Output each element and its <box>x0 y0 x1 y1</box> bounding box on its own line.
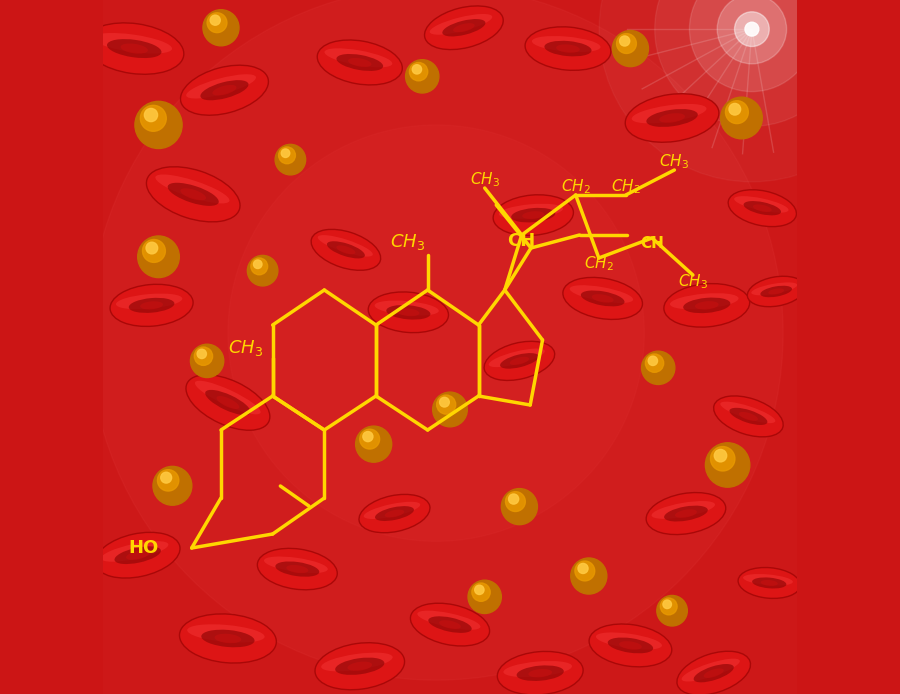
Ellipse shape <box>592 294 614 303</box>
Text: $CH_3$: $CH_3$ <box>660 152 689 171</box>
Ellipse shape <box>181 65 268 115</box>
Ellipse shape <box>704 668 724 678</box>
Ellipse shape <box>359 494 430 533</box>
Circle shape <box>654 0 849 126</box>
Ellipse shape <box>186 74 256 99</box>
Circle shape <box>406 60 439 93</box>
Ellipse shape <box>544 41 591 56</box>
Circle shape <box>745 22 759 36</box>
Circle shape <box>254 260 262 269</box>
Circle shape <box>158 470 179 491</box>
Ellipse shape <box>315 643 405 690</box>
Ellipse shape <box>212 85 237 96</box>
Circle shape <box>725 101 749 124</box>
Circle shape <box>360 429 380 449</box>
Ellipse shape <box>147 167 240 222</box>
Ellipse shape <box>498 652 583 694</box>
Text: HO: HO <box>129 539 158 557</box>
Ellipse shape <box>499 204 563 219</box>
Ellipse shape <box>311 230 381 270</box>
Ellipse shape <box>317 40 402 85</box>
Ellipse shape <box>525 27 611 70</box>
Ellipse shape <box>418 611 481 630</box>
Ellipse shape <box>743 574 793 586</box>
Ellipse shape <box>694 664 733 682</box>
Circle shape <box>135 101 182 149</box>
Ellipse shape <box>205 390 250 415</box>
Ellipse shape <box>489 348 544 367</box>
Circle shape <box>363 432 373 441</box>
Ellipse shape <box>410 603 490 646</box>
Circle shape <box>472 583 491 601</box>
Ellipse shape <box>85 23 184 74</box>
Ellipse shape <box>453 23 474 33</box>
Circle shape <box>578 564 588 573</box>
Ellipse shape <box>619 641 642 650</box>
Ellipse shape <box>670 293 739 310</box>
Ellipse shape <box>500 353 539 369</box>
Circle shape <box>710 446 735 471</box>
Ellipse shape <box>217 396 239 409</box>
Ellipse shape <box>677 651 751 694</box>
Circle shape <box>645 354 663 372</box>
Circle shape <box>356 426 392 462</box>
Circle shape <box>410 62 427 81</box>
Circle shape <box>663 600 671 609</box>
Ellipse shape <box>439 620 461 629</box>
Ellipse shape <box>608 638 653 653</box>
Circle shape <box>717 0 787 64</box>
Ellipse shape <box>348 58 372 67</box>
Ellipse shape <box>556 44 580 53</box>
Circle shape <box>648 356 658 366</box>
Circle shape <box>279 147 295 164</box>
Ellipse shape <box>484 341 554 380</box>
Ellipse shape <box>179 614 276 663</box>
Circle shape <box>571 558 607 594</box>
Ellipse shape <box>747 276 805 307</box>
Ellipse shape <box>652 501 715 519</box>
Ellipse shape <box>337 246 356 254</box>
Text: $CH_3$: $CH_3$ <box>390 232 425 252</box>
Ellipse shape <box>429 14 492 35</box>
Circle shape <box>436 395 455 414</box>
Circle shape <box>721 97 762 139</box>
Ellipse shape <box>116 294 183 310</box>
Text: $CH_2$: $CH_2$ <box>561 178 590 196</box>
Circle shape <box>612 31 649 67</box>
Ellipse shape <box>695 301 718 310</box>
Ellipse shape <box>728 189 796 227</box>
Ellipse shape <box>114 546 161 564</box>
Circle shape <box>506 491 526 511</box>
Ellipse shape <box>140 301 163 310</box>
Ellipse shape <box>121 44 148 53</box>
Text: CH: CH <box>640 236 664 251</box>
Ellipse shape <box>167 183 219 206</box>
Ellipse shape <box>493 195 573 235</box>
Ellipse shape <box>428 616 472 633</box>
Ellipse shape <box>570 285 633 303</box>
Ellipse shape <box>180 188 206 201</box>
Circle shape <box>689 0 814 92</box>
Ellipse shape <box>93 33 172 53</box>
Ellipse shape <box>214 634 241 643</box>
Ellipse shape <box>580 291 625 306</box>
Ellipse shape <box>664 506 707 521</box>
Ellipse shape <box>156 174 230 203</box>
Ellipse shape <box>201 81 248 100</box>
Circle shape <box>706 443 750 487</box>
Circle shape <box>275 144 306 175</box>
Circle shape <box>138 236 179 278</box>
Ellipse shape <box>532 36 600 52</box>
Text: $CH_3$: $CH_3$ <box>678 273 708 291</box>
Ellipse shape <box>126 550 149 560</box>
Ellipse shape <box>386 305 430 319</box>
Ellipse shape <box>384 509 404 518</box>
Ellipse shape <box>681 659 740 682</box>
Circle shape <box>439 397 449 407</box>
Circle shape <box>657 595 688 626</box>
Ellipse shape <box>275 561 319 577</box>
Ellipse shape <box>511 208 555 222</box>
Ellipse shape <box>187 625 265 643</box>
Ellipse shape <box>760 580 778 586</box>
